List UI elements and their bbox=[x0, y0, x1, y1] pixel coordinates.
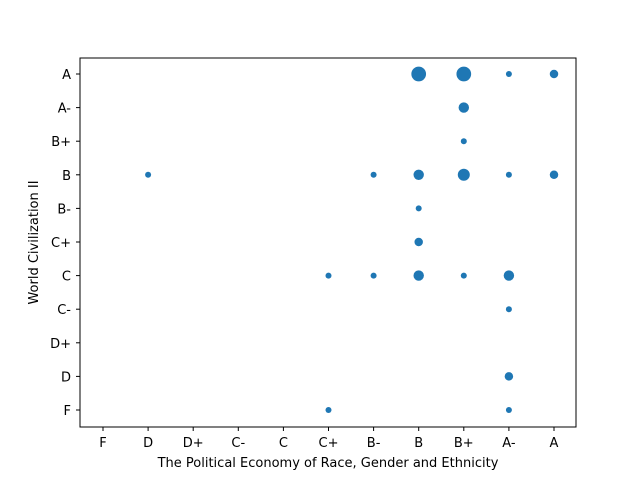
y-tick-label: D bbox=[61, 370, 71, 385]
data-point bbox=[549, 170, 559, 180]
x-axis-ticks: F D D+ C- C C+ B- B B+ A- A bbox=[99, 427, 559, 451]
y-tick-label: D+ bbox=[50, 337, 71, 352]
data-point bbox=[505, 407, 512, 413]
x-tick-label: B bbox=[414, 436, 423, 451]
x-tick-label: C- bbox=[231, 436, 245, 451]
data-point bbox=[549, 69, 559, 79]
x-tick-label: D bbox=[143, 436, 153, 451]
data-point bbox=[460, 138, 467, 145]
data-point bbox=[460, 272, 467, 279]
data-point bbox=[457, 168, 470, 181]
data-point bbox=[505, 306, 512, 313]
data-point bbox=[413, 169, 424, 180]
data-point bbox=[414, 237, 423, 247]
data-point bbox=[325, 407, 332, 413]
y-tick-label: C bbox=[62, 270, 71, 285]
data-point bbox=[456, 66, 472, 82]
x-tick-label: D+ bbox=[183, 436, 204, 451]
x-tick-label: A- bbox=[502, 436, 516, 451]
y-tick-label: A bbox=[62, 68, 71, 83]
data-point bbox=[503, 270, 515, 281]
data-point bbox=[413, 270, 424, 281]
x-tick-label: C bbox=[279, 436, 288, 451]
data-point bbox=[504, 372, 514, 381]
x-tick-label: A bbox=[550, 436, 559, 451]
data-point bbox=[145, 171, 152, 178]
data-point bbox=[370, 171, 377, 178]
x-tick-label: F bbox=[99, 436, 106, 451]
x-tick-label: C+ bbox=[319, 436, 339, 451]
x-tick-label: B- bbox=[367, 436, 381, 451]
data-point bbox=[370, 272, 377, 279]
y-axis-label: World Civilization II bbox=[27, 180, 42, 304]
data-point bbox=[325, 272, 332, 279]
x-tick-label: B+ bbox=[454, 436, 474, 451]
y-tick-label: B bbox=[62, 169, 71, 184]
y-tick-label: F bbox=[64, 404, 71, 419]
data-point bbox=[411, 66, 427, 82]
data-point bbox=[415, 205, 422, 212]
data-point bbox=[505, 71, 512, 77]
x-axis-label: The Political Economy of Race, Gender an… bbox=[157, 456, 499, 471]
data-point bbox=[458, 102, 469, 113]
y-tick-label: A- bbox=[58, 102, 72, 117]
y-tick-label: B+ bbox=[51, 135, 71, 150]
y-tick-label: B- bbox=[57, 202, 71, 217]
data-points bbox=[145, 66, 559, 413]
y-tick-label: C+ bbox=[51, 236, 71, 251]
y-axis-ticks: F D D+ C- C C+ B- B B+ A- A bbox=[50, 68, 80, 419]
data-point bbox=[505, 171, 512, 178]
y-tick-label: C- bbox=[57, 303, 71, 318]
